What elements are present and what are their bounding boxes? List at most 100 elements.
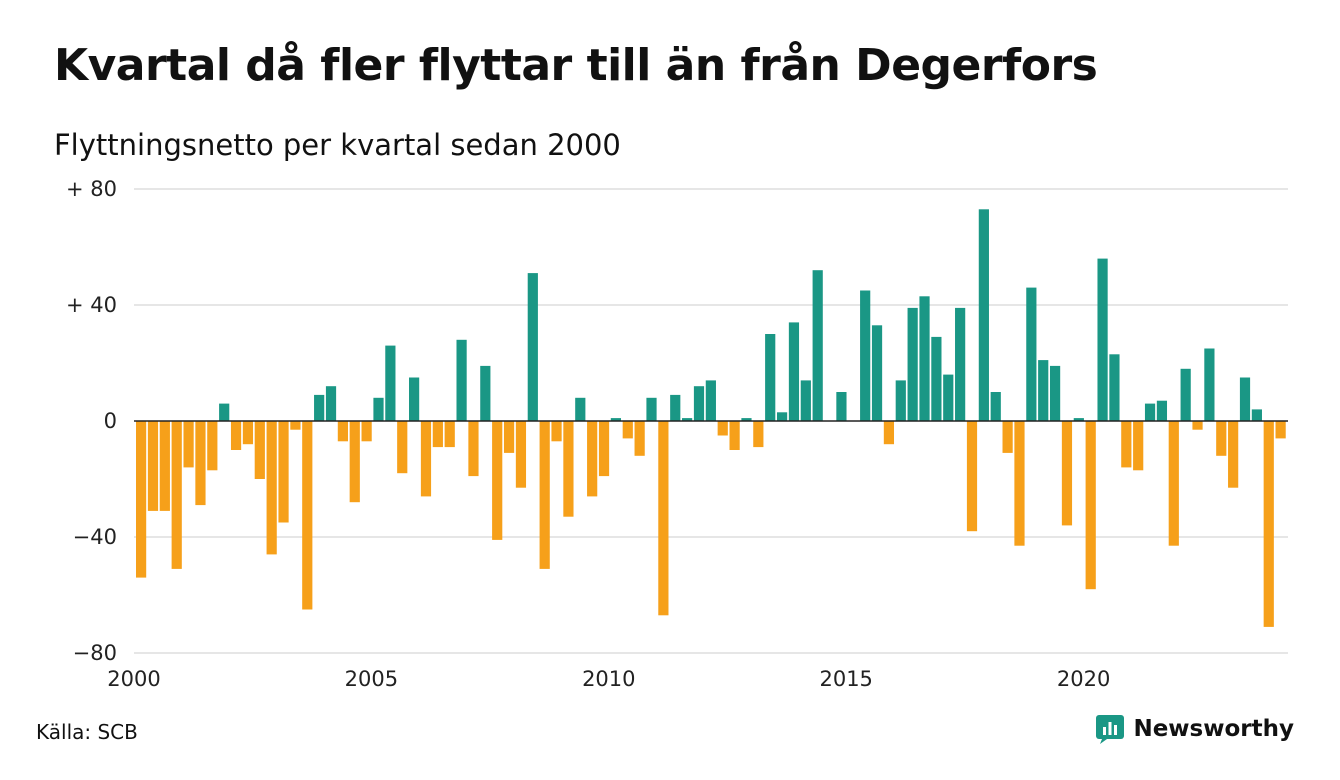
bar [1251, 409, 1262, 421]
bar [753, 421, 764, 448]
bar [693, 386, 705, 421]
bar [717, 421, 728, 436]
bar [563, 421, 574, 517]
bar [503, 421, 515, 453]
bar [883, 421, 895, 445]
bar [136, 421, 147, 578]
x-tick-label: 2000 [107, 667, 160, 691]
bar [183, 421, 194, 468]
x-axis-ticks: 2000 2005 2010 2015 2020 [107, 667, 1110, 691]
bar [1275, 421, 1286, 439]
bar [622, 421, 633, 439]
bar [966, 421, 978, 532]
bar [325, 386, 337, 421]
bar [1049, 365, 1061, 421]
bar [468, 421, 479, 477]
bar [1144, 403, 1156, 421]
bar [290, 421, 301, 430]
bar [1180, 368, 1191, 421]
bar [658, 421, 669, 616]
bar [230, 421, 242, 450]
bar [634, 421, 645, 456]
bar [337, 421, 348, 442]
bar [1228, 421, 1239, 488]
bar [1204, 348, 1215, 421]
bar [1038, 360, 1049, 421]
bar [765, 334, 776, 421]
bar [670, 394, 681, 421]
bar [349, 421, 360, 503]
bar [682, 418, 693, 421]
bar [978, 209, 989, 421]
bar [278, 421, 289, 523]
y-tick-label: 0 [104, 409, 117, 433]
bar [575, 397, 586, 421]
bar [551, 421, 562, 442]
bar [385, 345, 396, 421]
bar [860, 290, 871, 421]
bar [990, 392, 1001, 421]
bar [931, 336, 942, 421]
bar [515, 421, 527, 488]
bar [195, 421, 206, 506]
bar [1085, 421, 1096, 590]
y-tick-label: −40 [73, 525, 117, 549]
bar [254, 421, 265, 479]
bar [397, 421, 408, 474]
bar [314, 394, 325, 421]
chart-subtitle: Flyttningsnetto per kvartal sedan 2000 [54, 128, 621, 162]
x-tick-label: 2015 [819, 667, 872, 691]
bar [895, 380, 906, 421]
y-tick-label: + 40 [66, 293, 117, 317]
bar [219, 403, 230, 421]
x-tick-label: 2010 [582, 667, 635, 691]
bar [159, 421, 170, 511]
x-tick-label: 2005 [345, 667, 398, 691]
bar [955, 307, 966, 421]
bar [812, 270, 823, 421]
bar [871, 325, 883, 421]
bar [1192, 421, 1203, 430]
bar [587, 421, 598, 497]
bar [456, 339, 467, 421]
bar [432, 421, 443, 448]
bar [1216, 421, 1227, 456]
bar [1156, 400, 1168, 421]
bar [1133, 421, 1144, 471]
bar [1168, 421, 1179, 546]
y-tick-label: −80 [73, 641, 117, 665]
bar [1109, 354, 1120, 421]
bar [539, 421, 550, 569]
bar [800, 380, 811, 421]
bar [1263, 421, 1274, 627]
bar [302, 421, 313, 610]
bar [361, 421, 372, 442]
bar [836, 392, 847, 421]
y-axis-ticks: + 80 + 40 0 −40 −80 [66, 177, 117, 665]
bar [741, 418, 752, 421]
bar [444, 421, 455, 448]
bar [907, 307, 918, 421]
bar [1002, 421, 1013, 453]
bar [147, 421, 159, 511]
bar [729, 421, 740, 450]
bar [1121, 421, 1132, 468]
bar [788, 322, 800, 421]
bar [171, 421, 182, 569]
bar [1239, 377, 1251, 421]
bar [420, 421, 432, 497]
chart-title: Kvartal då fler flyttar till än från Deg… [54, 40, 1098, 91]
newsworthy-logo-icon [1096, 715, 1125, 744]
brand-name: Newsworthy [1133, 716, 1294, 742]
bar [527, 273, 538, 421]
bar [266, 421, 277, 555]
bar [776, 412, 788, 421]
brand: Newsworthy [1095, 714, 1294, 744]
bar [598, 421, 610, 477]
bar [480, 365, 491, 421]
bars [136, 209, 1286, 627]
x-tick-label: 2020 [1057, 667, 1110, 691]
bar [943, 374, 954, 421]
bar [1073, 418, 1084, 421]
